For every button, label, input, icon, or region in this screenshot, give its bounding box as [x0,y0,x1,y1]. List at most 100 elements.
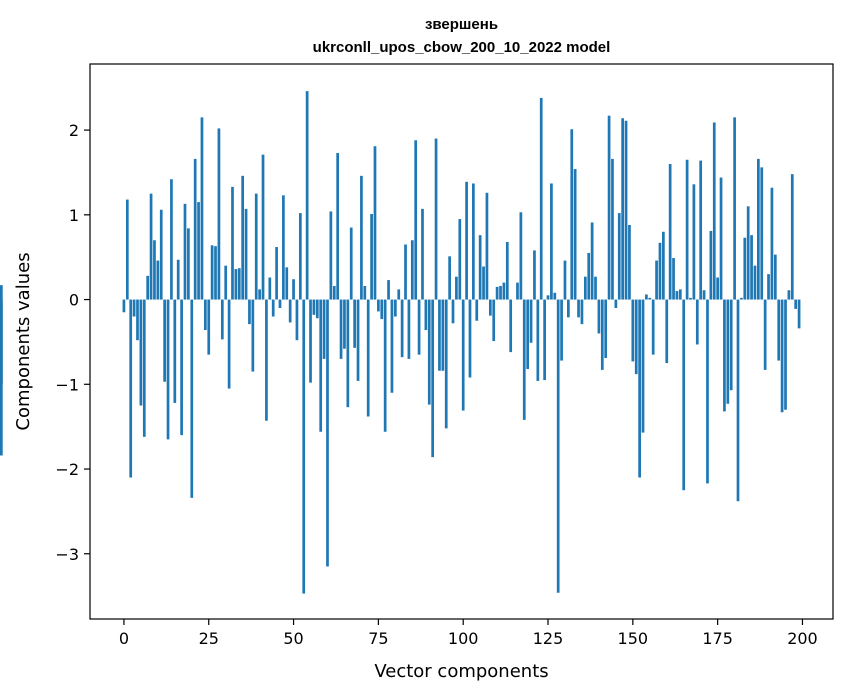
bar-37 [248,299,251,325]
bar-118 [522,299,526,420]
bar-39 [254,193,258,300]
bar-160 [665,299,669,364]
bar-55 [309,299,312,383]
bar-26 [210,245,214,300]
bar-105 [478,235,482,300]
bar-141 [600,299,604,370]
bar-94 [441,299,445,371]
bar-1 [125,199,129,300]
y-tick-label: −3 [55,545,79,564]
bar-194 [780,299,784,413]
bar-202 [0,299,3,456]
bar-99 [458,219,462,300]
bar-25 [207,299,211,355]
bar-18 [183,203,187,300]
bar-97 [451,299,455,324]
bar-198 [794,299,798,309]
bar-69 [356,299,360,381]
bar-109 [492,299,496,342]
bar-191 [770,187,774,300]
bar-177 [723,299,726,412]
bar-95 [444,299,448,429]
bar-32 [231,186,234,300]
bar-136 [583,276,587,300]
bar-133 [573,169,577,300]
bar-73 [370,213,373,300]
bar-164 [678,289,682,300]
bar-150 [631,299,635,362]
bar-51 [295,299,299,341]
bar-70 [360,175,363,300]
bar-152 [638,299,641,478]
bar-83 [404,244,407,300]
bar-29 [220,299,224,340]
bar-71 [363,286,367,300]
bar-93 [438,299,441,371]
bar-13 [166,299,170,440]
bar-42 [265,299,268,421]
bar-174 [712,122,716,300]
bar-154 [645,294,648,300]
bar-157 [655,260,658,300]
bar-15 [173,299,177,403]
bar-114 [509,299,513,353]
bar-111 [499,286,502,300]
bar-106 [482,266,485,300]
bar-176 [719,177,723,300]
bar-167 [689,297,692,300]
bar-102 [468,299,472,378]
bar-124 [543,299,546,381]
bar-196 [787,290,791,300]
bar-86 [414,140,418,300]
bar-162 [672,258,675,300]
bar-101 [465,181,468,300]
bar-189 [763,299,767,370]
bar-120 [529,299,533,343]
x-tick-label: 0 [119,629,129,648]
bar-163 [675,291,679,300]
x-tick-label: 75 [368,629,388,648]
bar-79 [390,299,394,393]
bar-74 [373,146,377,300]
bar-72 [366,299,370,417]
bar-65 [343,299,346,349]
bar-134 [577,299,580,318]
bar-103 [472,183,475,300]
bar-40 [258,289,261,300]
bar-96 [448,256,451,300]
bar-192 [773,254,777,300]
bar-92 [434,138,438,300]
bar-76 [380,299,384,320]
bar-9 [153,240,156,300]
bar-199 [797,299,801,329]
x-axis-ticks: 0 25 50 75 100 125 150 175 200 [119,619,818,648]
bar-2 [129,299,133,478]
bar-56 [312,299,316,315]
bar-112 [502,282,506,300]
bar-181 [736,299,740,502]
bars-group [0,91,801,594]
bar-16 [176,259,180,300]
x-tick-label: 200 [787,629,818,648]
bar-140 [597,299,601,334]
bar-47 [282,195,285,300]
bar-119 [526,299,530,370]
y-tick-label: −2 [55,460,79,479]
bar-183 [743,237,747,300]
bar-57 [315,299,319,319]
bar-193 [777,299,781,361]
bar-31 [227,299,231,389]
bar-128 [556,299,560,593]
bar-50 [292,279,295,300]
bar-123 [539,97,543,300]
bar-78 [387,280,390,300]
bar-4 [136,299,139,341]
chart-title: звершень [425,16,498,33]
bar-12 [163,299,166,382]
bar-165 [682,299,686,491]
bar-98 [455,276,458,300]
bar-179 [729,299,733,391]
bar-126 [550,183,553,300]
